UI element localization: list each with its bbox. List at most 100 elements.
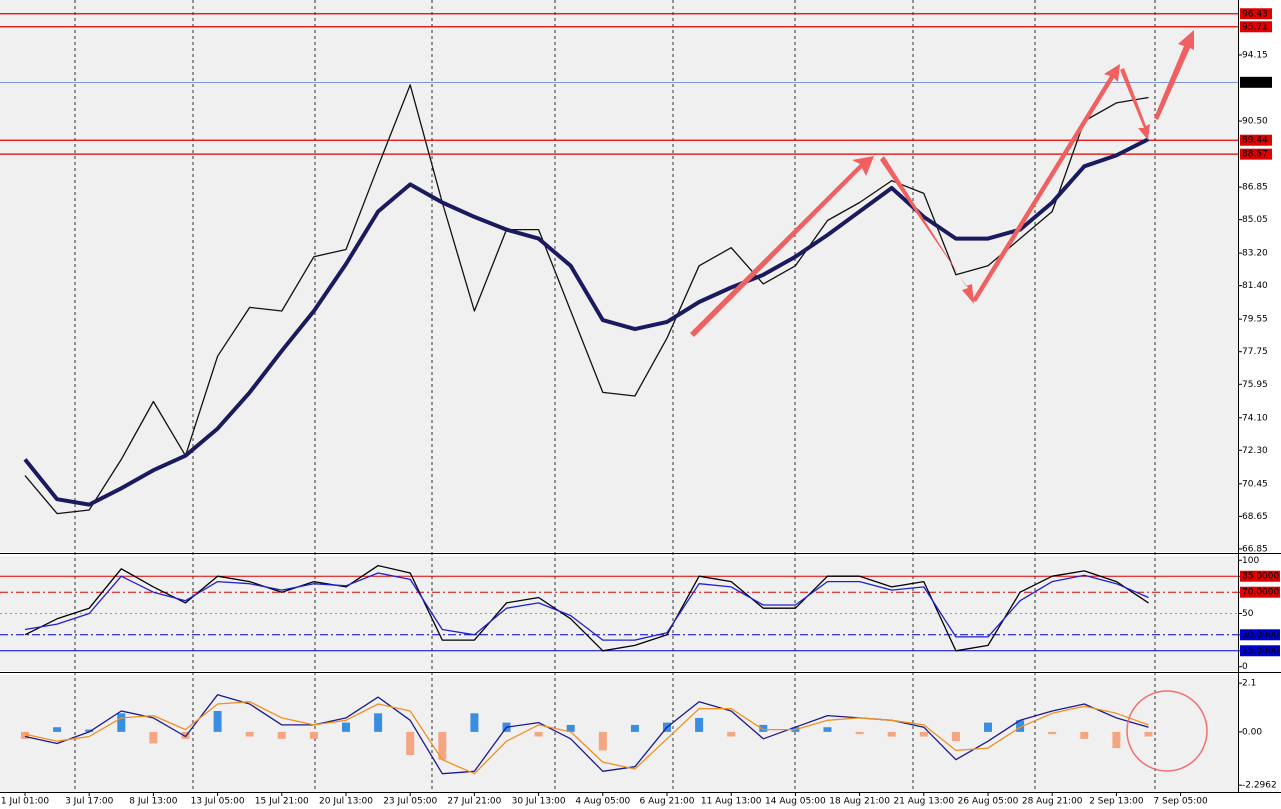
histogram-bar [406, 731, 415, 756]
histogram-bar [181, 731, 190, 739]
level-label: 88.67 [1242, 150, 1268, 160]
histogram-bar [1016, 720, 1025, 732]
main-pane [0, 0, 1238, 552]
tick-box [1240, 629, 1280, 641]
x-tick-label: 30 Jul 13:00 [512, 797, 566, 807]
y-tick-label: 30.0000 [1242, 630, 1279, 640]
y-tick-label: 68.65 [1242, 512, 1268, 522]
x-tick-label: 26 Aug 05:00 [958, 797, 1019, 807]
y-tick-label: 94.15 [1242, 51, 1268, 61]
histogram-bar [598, 731, 607, 751]
level-label: 92.64 [1242, 78, 1268, 88]
histogram-bar [823, 727, 832, 732]
level-box [1240, 8, 1272, 20]
histogram-bar [887, 731, 896, 737]
annotations [690, 30, 1208, 772]
series-line [23, 137, 1150, 507]
x-tick-label: 20 Jul 13:00 [319, 797, 373, 807]
x-tick-label: 1 Jul 01:00 [1, 797, 50, 807]
y-tick-label: 2.1 [1242, 679, 1256, 689]
x-tick-label: 11 Aug 13:00 [701, 797, 762, 807]
level-label: 89.44 [1242, 136, 1268, 146]
y-tick-label: 50 [1242, 609, 1254, 619]
histogram-bar [53, 727, 62, 732]
y-tick-label: 81.40 [1242, 281, 1268, 291]
x-tick-label: 7 Sep 05:00 [1153, 797, 1208, 807]
histogram-bar [1112, 731, 1121, 749]
arrow [880, 156, 974, 304]
histogram-bar [149, 731, 158, 744]
histogram-bar [534, 731, 543, 737]
y-tick-label: 85.0000 [1242, 572, 1279, 582]
x-tick-label: 28 Aug 21:00 [1022, 797, 1083, 807]
histogram-bar [855, 731, 864, 735]
tick-box [1240, 645, 1280, 657]
histogram-bar [919, 731, 928, 737]
y-tick-label: 85.05 [1242, 215, 1268, 225]
y-tick-label: 90.50 [1242, 117, 1268, 127]
x-tick-label: 13 Jul 05:00 [191, 797, 245, 807]
histogram-bar [727, 731, 736, 737]
histogram-bar [470, 713, 479, 732]
series-line [24, 701, 1149, 775]
highlight-circle [1126, 690, 1208, 772]
level-box [1240, 148, 1272, 160]
marks: 94.15 90.50 86.85 85.05 83.20 81.40 79.55 77.75… [0, 8, 1280, 807]
histogram-bar [695, 717, 704, 732]
histogram-bar [21, 731, 29, 739]
x-tick-label: 27 Jul 21:00 [447, 797, 501, 807]
x-tick-label: 14 Aug 05:00 [765, 797, 826, 807]
y-tick-label: 74.10 [1242, 413, 1268, 423]
histogram-bar [984, 722, 992, 732]
arrow [972, 64, 1120, 302]
level-box [1240, 21, 1272, 33]
y-tick-label: 75.95 [1242, 380, 1268, 390]
arrow [1120, 68, 1150, 140]
y-tick-label: 0 [1242, 662, 1248, 672]
y-tick-label: 77.75 [1242, 347, 1268, 357]
histogram-bar [566, 724, 575, 732]
series-line [24, 572, 1149, 641]
series-line [24, 564, 1149, 652]
histogram-bar [342, 722, 350, 732]
tick-box [1240, 586, 1280, 598]
level-box [1240, 134, 1272, 146]
y-tick-label: 79.55 [1242, 315, 1268, 325]
histogram-bar [1144, 731, 1153, 737]
histogram-bar [213, 710, 222, 732]
histogram-bar [1048, 731, 1057, 735]
series-line [24, 84, 1149, 515]
x-tick-label: 18 Aug 21:00 [829, 797, 890, 807]
histogram-bar [759, 724, 768, 732]
series-line [24, 694, 1149, 775]
x-tick-label: 4 Aug 05:00 [575, 797, 630, 807]
x-tick-label: 3 Jul 17:00 [65, 797, 114, 807]
level-label: 95.71 [1242, 22, 1268, 32]
histogram-bar [951, 731, 960, 742]
arrow [690, 156, 874, 337]
y-tick-label: 100 [1242, 556, 1259, 566]
y-tick-label: 66.85 [1242, 544, 1268, 554]
period-separators [74, 0, 1156, 792]
x-tick-label: 8 Jul 13:00 [129, 797, 178, 807]
y-tick-label: 83.20 [1242, 249, 1268, 259]
y-tick-label: 70.45 [1242, 479, 1268, 489]
level-label: 96.43 [1242, 9, 1268, 19]
histogram-bar [117, 713, 126, 732]
x-tick-label: 23 Jul 05:00 [383, 797, 437, 807]
y-tick-label: 72.30 [1242, 446, 1268, 456]
x-tick-label: 15 Jul 21:00 [255, 797, 309, 807]
y-tick-label: -2.2962 [1242, 781, 1277, 791]
y-tick-label: 70.0000 [1242, 588, 1279, 598]
arrow [1154, 30, 1194, 120]
x-tick-label: 2 Sep 13:00 [1089, 797, 1144, 807]
macd-pane [0, 675, 1238, 792]
histogram-bar [85, 729, 94, 732]
x-tick-label: 21 Aug 13:00 [893, 797, 954, 807]
histogram-bar [245, 731, 254, 737]
histogram-bar [1080, 731, 1089, 739]
y-tick-label: 0.00 [1242, 727, 1262, 737]
histogram-bar [630, 724, 639, 732]
tick-box [1240, 570, 1280, 582]
